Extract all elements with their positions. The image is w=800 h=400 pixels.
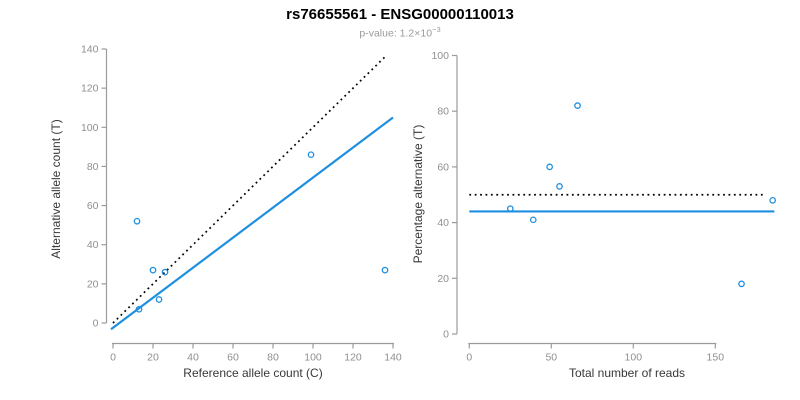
data-point	[529, 216, 537, 224]
data-point	[155, 296, 163, 303]
x-tick-label: 20	[147, 352, 159, 364]
p-value-text: p-value: 1.2×10	[359, 27, 433, 40]
y-tick-label: 20	[87, 278, 99, 290]
y-tick-label: 80	[87, 161, 99, 173]
data-point	[381, 266, 389, 274]
y-tick-label: 60	[437, 161, 449, 173]
right-x-axis-label: Total number of reads	[568, 366, 686, 380]
y-tick-label: 60	[87, 200, 99, 212]
data-point	[135, 305, 143, 313]
page-title: rs76655561 - ENSG00000110013	[286, 6, 514, 23]
x-tick-label: 60	[227, 352, 239, 364]
x-tick-label: 80	[267, 352, 279, 364]
x-tick-label: 40	[187, 352, 199, 364]
y-tick-label: 120	[81, 83, 99, 95]
x-tick-label: 50	[545, 352, 557, 364]
y-tick-label: 100	[431, 50, 449, 62]
y-tick-label: 0	[93, 318, 99, 330]
x-tick-label: 100	[625, 352, 643, 364]
x-tick-label: 150	[707, 352, 725, 364]
y-tick-label: 100	[81, 122, 99, 134]
right-y-axis-label: Percentage alternative (T)	[411, 124, 425, 264]
data-point	[149, 266, 157, 274]
x-tick-label: 120	[344, 352, 362, 364]
x-tick-label: 100	[304, 352, 322, 364]
y-tick-label: 40	[437, 217, 449, 229]
left-x-axis-label: Reference allele count (C)	[183, 366, 323, 380]
data-point	[546, 163, 554, 171]
data-point	[769, 196, 777, 204]
right-plot: 0 20 40 60 80 100 0 50 100 150	[431, 50, 777, 364]
p-value-exponent: −3	[432, 25, 441, 34]
left-plot: 0 20 40 60 80 100 120 140 0 20 40 60 80 100 120 140	[81, 44, 402, 364]
data-point	[307, 151, 315, 159]
data-point	[574, 102, 581, 109]
y-tick-label: 40	[87, 239, 99, 251]
data-point	[161, 268, 169, 276]
y-tick-label: 0	[443, 329, 449, 341]
identity-line	[112, 54, 388, 324]
y-tick-label: 80	[437, 106, 449, 118]
data-point	[556, 183, 563, 190]
data-point	[738, 280, 745, 288]
y-tick-label: 20	[437, 273, 449, 285]
fit-line	[110, 116, 394, 331]
x-tick-label: 0	[466, 352, 472, 364]
y-tick-label: 140	[81, 44, 99, 56]
page-subtitle: p-value: 1.2×10−3	[0, 25, 800, 40]
data-point	[133, 217, 141, 225]
left-y-axis-label: Alternative allele count (T)	[49, 119, 63, 259]
data-point	[506, 205, 514, 213]
x-tick-label: 0	[110, 352, 116, 364]
x-tick-label: 140	[384, 352, 402, 364]
